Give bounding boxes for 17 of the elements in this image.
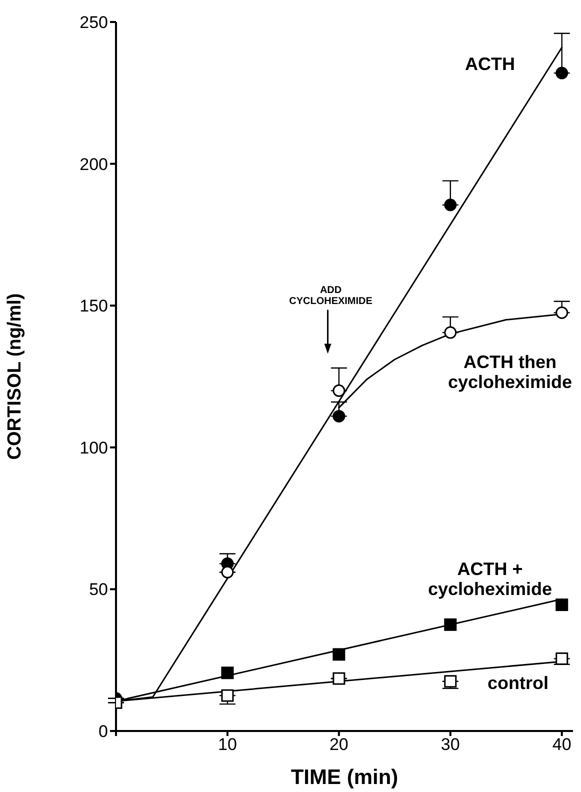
x-tick-label: 40 <box>552 735 572 754</box>
y-tick-label: 150 <box>80 296 108 316</box>
series-label: ACTH + cycloheximide <box>428 559 552 599</box>
x-tick-label: 10 <box>218 735 237 754</box>
series-label: control <box>488 673 548 693</box>
y-tick-label: 100 <box>80 438 108 458</box>
y-tick-label: 200 <box>80 154 108 174</box>
x-tick-label: 30 <box>440 735 460 754</box>
x-axis-title: TIME (min) <box>290 766 398 789</box>
y-tick-label: 250 <box>80 13 108 32</box>
y-tick-label: 0 <box>98 722 108 742</box>
x-tick-label: 20 <box>329 735 348 754</box>
y-axis-title: CORTISOL (ng/ml) <box>4 293 26 460</box>
series-label: ACTH then cycloheximide <box>448 352 572 392</box>
text: ACTH <box>465 54 515 74</box>
y-tick-label: 50 <box>89 580 108 600</box>
annotation: ADD CYCLOHEXIMIDE <box>289 284 373 307</box>
